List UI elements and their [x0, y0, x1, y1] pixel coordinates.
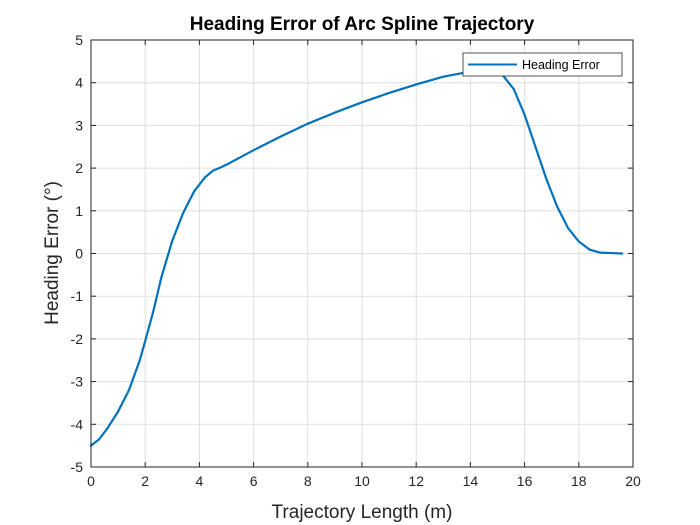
x-axis-label: Trajectory Length (m) [272, 502, 453, 523]
y-tick-label: -5 [71, 459, 84, 475]
chart-title: Heading Error of Arc Spline Trajectory [190, 14, 535, 35]
y-tick-label: 2 [75, 160, 83, 176]
data-layer [89, 70, 624, 447]
x-tick-label: 14 [463, 473, 479, 489]
x-tick-label: 18 [571, 473, 587, 489]
series-line-0 [89, 70, 624, 447]
y-tick-label: -3 [71, 374, 84, 390]
y-tick-label: -1 [71, 288, 84, 304]
x-tick-label: 20 [625, 473, 641, 489]
y-axis-label: Heading Error (°) [42, 181, 63, 325]
legend[interactable]: Heading Error [462, 52, 623, 77]
y-tick-label: 1 [75, 203, 83, 219]
x-tick-label: 10 [354, 473, 370, 489]
x-tick-label: 8 [304, 473, 312, 489]
x-tick-label: 6 [250, 473, 258, 489]
y-tick-label: 4 [75, 75, 83, 91]
x-tick-label: 12 [408, 473, 424, 489]
y-tick-label: 3 [75, 117, 83, 133]
x-tick-label: 16 [517, 473, 533, 489]
x-tick-label: 2 [141, 473, 149, 489]
x-tick-label: 4 [196, 473, 204, 489]
legend-label: Heading Error [522, 58, 600, 72]
y-tick-label: -4 [71, 416, 84, 432]
x-tick-label: 0 [87, 473, 95, 489]
y-tick-label: 5 [75, 32, 83, 48]
y-tick-label: 0 [75, 246, 83, 262]
legend-box [462, 52, 623, 77]
y-tick-label: -2 [71, 331, 84, 347]
